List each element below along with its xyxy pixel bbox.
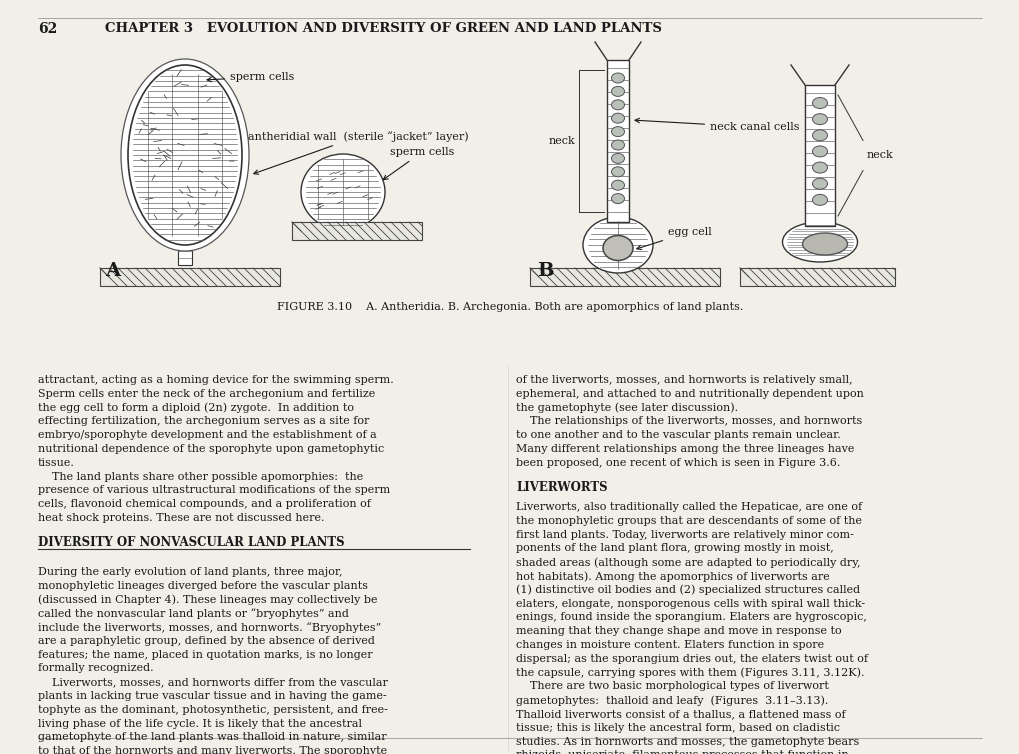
Text: egg cell: egg cell <box>636 227 711 250</box>
Ellipse shape <box>602 235 633 260</box>
Ellipse shape <box>583 217 652 273</box>
Text: living phase of the life cycle. It is likely that the ancestral: living phase of the life cycle. It is li… <box>38 719 362 728</box>
Text: nutritional dependence of the sporophyte upon gametophytic: nutritional dependence of the sporophyte… <box>38 444 384 454</box>
Text: the gametophyte (see later discussion).: the gametophyte (see later discussion). <box>516 403 738 413</box>
Ellipse shape <box>812 195 826 205</box>
Text: effecting fertilization, the archegonium serves as a site for: effecting fertilization, the archegonium… <box>38 416 369 427</box>
Text: of the liverworts, mosses, and hornworts is relatively small,: of the liverworts, mosses, and hornworts… <box>516 375 852 385</box>
Text: first land plants. Today, liverworts are relatively minor com-: first land plants. Today, liverworts are… <box>516 529 853 540</box>
Ellipse shape <box>782 222 857 262</box>
Ellipse shape <box>812 97 826 109</box>
Ellipse shape <box>611 73 624 83</box>
Text: hot habitats). Among the apomorphics of liverworts are: hot habitats). Among the apomorphics of … <box>516 571 828 581</box>
Ellipse shape <box>127 65 242 245</box>
Bar <box>530 268 719 286</box>
Text: During the early evolution of land plants, three major,: During the early evolution of land plant… <box>38 567 342 577</box>
Text: changes in moisture content. Elaters function in spore: changes in moisture content. Elaters fun… <box>516 640 823 650</box>
Text: the egg cell to form a diploid (2n) zygote.  In addition to: the egg cell to form a diploid (2n) zygo… <box>38 403 354 413</box>
Text: B: B <box>536 262 553 280</box>
Text: ephemeral, and attached to and nutritionally dependent upon: ephemeral, and attached to and nutrition… <box>516 389 863 399</box>
Ellipse shape <box>812 146 826 157</box>
Text: rhizoids, uniseriate, filamentous processes that function in: rhizoids, uniseriate, filamentous proces… <box>516 750 848 754</box>
Ellipse shape <box>611 194 624 204</box>
Text: sperm cells: sperm cells <box>383 147 453 179</box>
Text: gametophytes:  thalloid and leafy  (Figures  3.11–3.13).: gametophytes: thalloid and leafy (Figure… <box>516 695 827 706</box>
Bar <box>178 240 192 265</box>
Text: A: A <box>105 262 120 280</box>
Text: sperm cells: sperm cells <box>207 72 294 82</box>
Text: ponents of the land plant flora, growing mostly in moist,: ponents of the land plant flora, growing… <box>516 544 833 553</box>
Ellipse shape <box>301 154 384 230</box>
Ellipse shape <box>611 113 624 123</box>
Text: been proposed, one recent of which is seen in Figure 3.6.: been proposed, one recent of which is se… <box>516 458 840 467</box>
Text: neck canal cells: neck canal cells <box>635 118 799 132</box>
Text: attractant, acting as a homing device for the swimming sperm.: attractant, acting as a homing device fo… <box>38 375 393 385</box>
Text: called the nonvascular land plants or “bryophytes” and: called the nonvascular land plants or “b… <box>38 608 348 619</box>
Bar <box>291 222 422 240</box>
Text: (1) distinctive oil bodies and (2) specialized structures called: (1) distinctive oil bodies and (2) speci… <box>516 585 859 596</box>
Text: the monophyletic groups that are descendants of some of the: the monophyletic groups that are descend… <box>516 516 861 526</box>
Text: formally recognized.: formally recognized. <box>38 664 154 673</box>
Ellipse shape <box>611 153 624 164</box>
Text: presence of various ultrastructural modifications of the sperm: presence of various ultrastructural modi… <box>38 486 390 495</box>
Text: tissue.: tissue. <box>38 458 74 467</box>
Ellipse shape <box>812 130 826 141</box>
Text: include the liverworts, mosses, and hornworts. “Bryophytes”: include the liverworts, mosses, and horn… <box>38 622 381 633</box>
Text: features; the name, placed in quotation marks, is no longer: features; the name, placed in quotation … <box>38 650 372 660</box>
Text: (discussed in Chapter 4). These lineages may collectively be: (discussed in Chapter 4). These lineages… <box>38 594 377 605</box>
Text: Liverworts, mosses, and hornworts differ from the vascular: Liverworts, mosses, and hornworts differ… <box>38 677 387 687</box>
Text: Thalloid liverworts consist of a thallus, a flattened mass of: Thalloid liverworts consist of a thallus… <box>516 709 845 719</box>
Ellipse shape <box>812 114 826 124</box>
Text: Sperm cells enter the neck of the archegonium and fertilize: Sperm cells enter the neck of the archeg… <box>38 389 375 399</box>
Ellipse shape <box>611 87 624 97</box>
Text: neck: neck <box>548 136 575 146</box>
Text: the capsule, carrying spores with them (Figures 3.11, 3.12K).: the capsule, carrying spores with them (… <box>516 667 864 678</box>
Bar <box>804 85 835 226</box>
Text: antheridial wall  (sterile “jacket” layer): antheridial wall (sterile “jacket” layer… <box>248 131 468 174</box>
Text: The land plants share other possible apomorphies:  the: The land plants share other possible apo… <box>38 471 363 482</box>
Ellipse shape <box>611 140 624 150</box>
Text: monophyletic lineages diverged before the vascular plants: monophyletic lineages diverged before th… <box>38 581 368 590</box>
Text: The relationships of the liverworts, mosses, and hornworts: The relationships of the liverworts, mos… <box>516 416 861 427</box>
Text: dispersal; as the sporangium dries out, the elaters twist out of: dispersal; as the sporangium dries out, … <box>516 654 867 664</box>
Bar <box>606 60 629 222</box>
Ellipse shape <box>812 178 826 189</box>
Text: shaded areas (although some are adapted to periodically dry,: shaded areas (although some are adapted … <box>516 557 860 568</box>
Text: to one another and to the vascular plants remain unclear.: to one another and to the vascular plant… <box>516 431 840 440</box>
Text: There are two basic morphological types of liverwort: There are two basic morphological types … <box>516 682 828 691</box>
Text: studies. As in hornworts and mosses, the gametophyte bears: studies. As in hornworts and mosses, the… <box>516 737 858 746</box>
Text: FIGURE 3.10    A. Antheridia. B. Archegonia. Both are apomorphics of land plants: FIGURE 3.10 A. Antheridia. B. Archegonia… <box>276 302 743 312</box>
Text: cells, flavonoid chemical compounds, and a proliferation of: cells, flavonoid chemical compounds, and… <box>38 499 371 509</box>
Text: 62: 62 <box>38 22 57 36</box>
Text: Liverworts, also traditionally called the Hepaticae, are one of: Liverworts, also traditionally called th… <box>516 502 861 512</box>
Text: tophyte as the dominant, photosynthetic, persistent, and free-: tophyte as the dominant, photosynthetic,… <box>38 705 387 715</box>
Ellipse shape <box>611 167 624 176</box>
Text: enings, found inside the sporangium. Elaters are hygroscopic,: enings, found inside the sporangium. Ela… <box>516 612 866 622</box>
Ellipse shape <box>611 127 624 136</box>
Bar <box>739 268 894 286</box>
Text: are a paraphyletic group, defined by the absence of derived: are a paraphyletic group, defined by the… <box>38 636 375 646</box>
Text: neck: neck <box>866 151 893 161</box>
Text: gametophyte of the land plants was thalloid in nature, similar: gametophyte of the land plants was thall… <box>38 732 386 743</box>
Ellipse shape <box>812 162 826 173</box>
Text: heat shock proteins. These are not discussed here.: heat shock proteins. These are not discu… <box>38 513 324 523</box>
Ellipse shape <box>802 233 847 255</box>
Text: tissue; this is likely the ancestral form, based on cladistic: tissue; this is likely the ancestral for… <box>516 723 840 733</box>
Text: DIVERSITY OF NONVASCULAR LAND PLANTS: DIVERSITY OF NONVASCULAR LAND PLANTS <box>38 536 344 550</box>
Ellipse shape <box>611 180 624 190</box>
Text: plants in lacking true vascular tissue and in having the game-: plants in lacking true vascular tissue a… <box>38 691 386 701</box>
Text: embryo/sporophyte development and the establishment of a: embryo/sporophyte development and the es… <box>38 431 376 440</box>
Ellipse shape <box>611 100 624 110</box>
Text: elaters, elongate, nonsporogenous cells with spiral wall thick-: elaters, elongate, nonsporogenous cells … <box>516 599 864 608</box>
Ellipse shape <box>121 59 249 251</box>
Text: Many different relationships among the three lineages have: Many different relationships among the t… <box>516 444 854 454</box>
Text: meaning that they change shape and move in response to: meaning that they change shape and move … <box>516 626 841 636</box>
Text: CHAPTER 3   EVOLUTION AND DIVERSITY OF GREEN AND LAND PLANTS: CHAPTER 3 EVOLUTION AND DIVERSITY OF GRE… <box>105 22 661 35</box>
Bar <box>100 268 280 286</box>
Text: to that of the hornworts and many liverworts. The sporophyte: to that of the hornworts and many liverw… <box>38 746 387 754</box>
Text: LIVERWORTS: LIVERWORTS <box>516 481 607 495</box>
